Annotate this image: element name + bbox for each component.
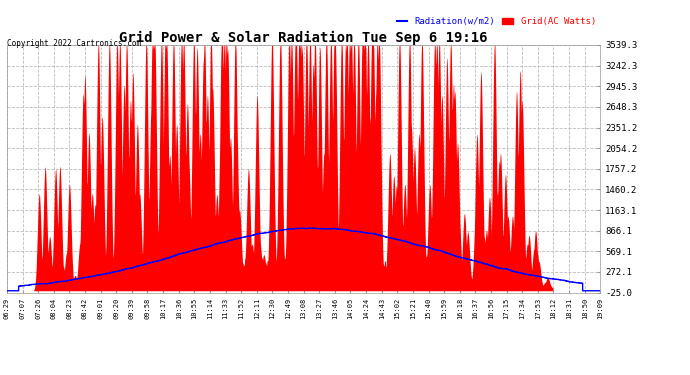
Legend: Radiation(w/m2), Grid(AC Watts): Radiation(w/m2), Grid(AC Watts) (397, 17, 595, 26)
Text: Copyright 2022 Cartronics.com: Copyright 2022 Cartronics.com (7, 39, 141, 48)
Title: Grid Power & Solar Radiation Tue Sep 6 19:16: Grid Power & Solar Radiation Tue Sep 6 1… (119, 31, 488, 45)
